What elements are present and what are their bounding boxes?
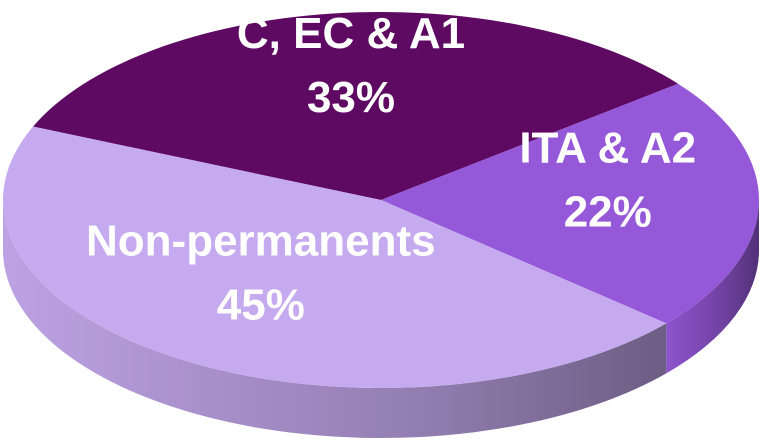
- slice-value-label: 22%: [564, 187, 652, 236]
- slice-label: C, EC & A1: [237, 9, 465, 58]
- slice-value-label: 33%: [307, 73, 395, 122]
- slice-label: Non-permanents: [86, 216, 436, 265]
- slice-label: ITA & A2: [519, 123, 696, 172]
- pie-labels: C, EC & A1 33% ITA & A2 22% Non-permanents 45…: [86, 9, 696, 329]
- pie-tops: [3, 12, 759, 388]
- pie-sides: [3, 200, 759, 438]
- pie-slice: [33, 12, 679, 200]
- pie-side-shade: [3, 200, 667, 438]
- pie-side-shade: [666, 200, 759, 374]
- pie-slice: [3, 126, 667, 388]
- slice-value-label: 45%: [217, 280, 305, 329]
- pie-slice: [381, 83, 759, 324]
